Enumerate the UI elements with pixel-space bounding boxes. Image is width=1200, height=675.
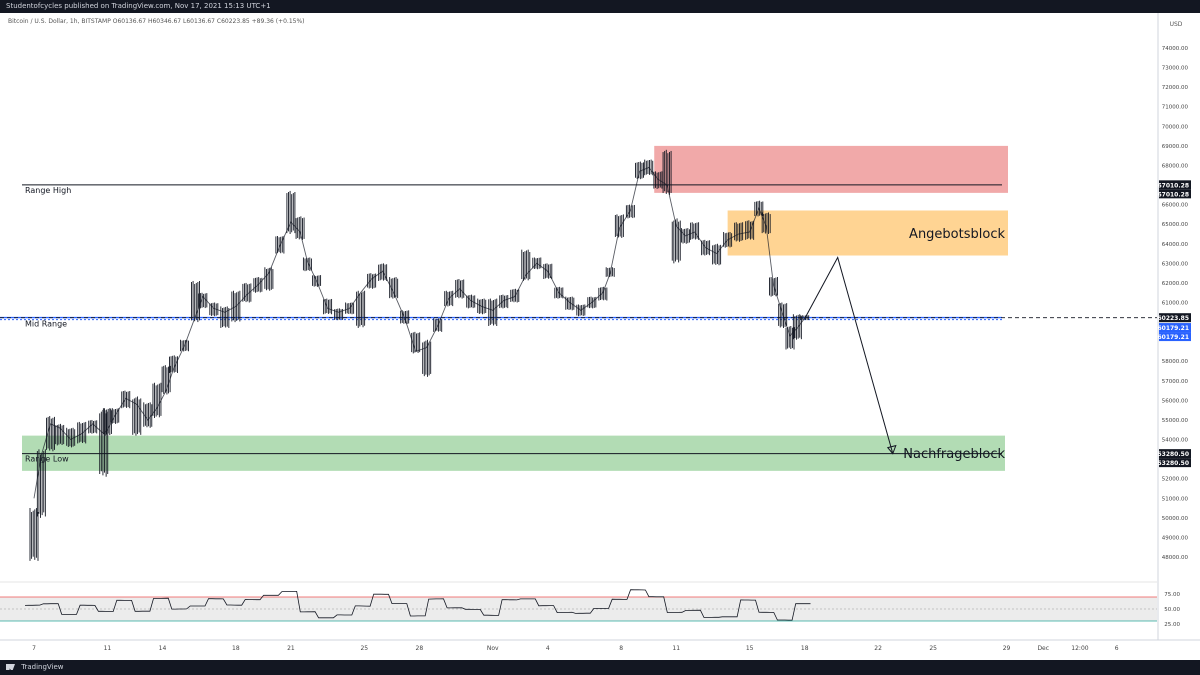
price-badge-bg-5 — [1159, 449, 1191, 459]
price-badge-bg-0 — [1159, 180, 1191, 190]
time-tick-18: 6 — [1115, 645, 1119, 652]
price-badge-2: 60223.85 — [1157, 315, 1189, 322]
price-tick-8: 65000.00 — [1162, 222, 1189, 228]
time-tick-8: 4 — [546, 645, 550, 652]
time-tick-10: 11 — [672, 645, 680, 652]
price-tick-21: 50000.00 — [1162, 516, 1189, 522]
price-tick-3: 71000.00 — [1162, 105, 1189, 111]
rsi-tick-2: 25.00 — [1164, 622, 1180, 628]
time-tick-4: 21 — [287, 645, 295, 652]
price-tick-1: 73000.00 — [1162, 66, 1189, 72]
time-tick-15: 29 — [1003, 645, 1011, 652]
zone-2 — [654, 145, 1008, 193]
time-tick-5: 25 — [360, 645, 368, 652]
price-badge-4: 60179.21 — [1157, 334, 1189, 341]
price-tick-13: 58000.00 — [1162, 359, 1189, 365]
projection-path — [804, 256, 894, 454]
price-tick-7: 66000.00 — [1162, 203, 1189, 209]
symbol-legend: Bitcoin / U.S. Dollar, 1h, BITSTAMP O601… — [8, 18, 305, 25]
price-badge-6: 53280.50 — [1157, 460, 1189, 467]
rsi-tick-0: 75.00 — [1164, 592, 1180, 598]
price-tick-19: 52000.00 — [1162, 477, 1189, 483]
level-label-1: Mid Range — [25, 320, 67, 329]
price-tick-4: 70000.00 — [1162, 124, 1189, 130]
price-tick-20: 51000.00 — [1162, 496, 1189, 502]
price-badge-bg-2 — [1159, 313, 1191, 323]
time-tick-14: 25 — [929, 645, 937, 652]
symbol-ohlc-text: Bitcoin / U.S. Dollar, 1h, BITSTAMP O601… — [8, 18, 305, 25]
price-tick-23: 48000.00 — [1162, 555, 1189, 561]
price-badge-3: 60179.21 — [1157, 325, 1189, 332]
price-tick-9: 64000.00 — [1162, 242, 1189, 248]
time-tick-2: 14 — [159, 645, 167, 652]
candles — [29, 149, 810, 561]
time-tick-9: 8 — [619, 645, 623, 652]
time-tick-13: 22 — [874, 645, 882, 652]
zone-label-1: Nachfrageblock — [903, 447, 1005, 462]
projection-arrowhead — [886, 444, 897, 455]
price-tick-16: 55000.00 — [1162, 418, 1189, 424]
price-tick-11: 62000.00 — [1162, 281, 1189, 287]
price-tick-0: 74000.00 — [1162, 46, 1189, 52]
price-tick-10: 63000.00 — [1162, 261, 1189, 267]
price-badge-bg-3 — [1159, 323, 1191, 333]
price-tick-6: 68000.00 — [1162, 163, 1189, 169]
time-tick-7: Nov — [487, 645, 499, 652]
price-tick-22: 49000.00 — [1162, 535, 1189, 541]
footer-bar: TradingView — [0, 660, 1200, 675]
price-badge-bg-4 — [1159, 332, 1191, 342]
rsi-tick-1: 50.00 — [1164, 607, 1180, 613]
price-tick-12: 61000.00 — [1162, 301, 1189, 307]
footer-brand: TradingView — [21, 663, 64, 671]
rsi-line — [24, 589, 811, 621]
price-badge-bg-6 — [1159, 458, 1191, 468]
time-tick-1: 11 — [104, 645, 112, 652]
price-badge-bg-1 — [1159, 189, 1191, 199]
price-tick-17: 54000.00 — [1162, 438, 1189, 444]
price-tick-5: 69000.00 — [1162, 144, 1189, 150]
price-badge-1: 67010.28 — [1157, 191, 1189, 198]
price-tick-14: 57000.00 — [1162, 379, 1189, 385]
time-tick-11: 15 — [746, 645, 754, 652]
publisher-text: Studentofcycles published on TradingView… — [6, 2, 271, 10]
time-tick-12: 18 — [801, 645, 809, 652]
level-label-0: Range High — [25, 186, 71, 195]
zone-0 — [727, 210, 1008, 256]
price-tick-15: 56000.00 — [1162, 398, 1189, 404]
tradingview-logo-icon — [6, 664, 15, 670]
time-tick-0: 7 — [32, 645, 36, 652]
price-badge-5: 53280.50 — [1157, 451, 1189, 458]
level-label-2: Range Low — [25, 455, 69, 464]
price-badge-0: 67010.28 — [1157, 182, 1189, 189]
time-tick-16: Dec — [1037, 645, 1049, 652]
zone-label-0: Angebotsblock — [909, 227, 1005, 242]
price-tick-2: 72000.00 — [1162, 85, 1189, 91]
currency-label: USD — [1170, 21, 1183, 28]
time-tick-6: 28 — [416, 645, 424, 652]
time-tick-3: 18 — [232, 645, 240, 652]
price-path — [33, 166, 806, 499]
time-tick-17: 12:00 — [1071, 645, 1088, 652]
publisher-bar: Studentofcycles published on TradingView… — [0, 0, 1200, 13]
